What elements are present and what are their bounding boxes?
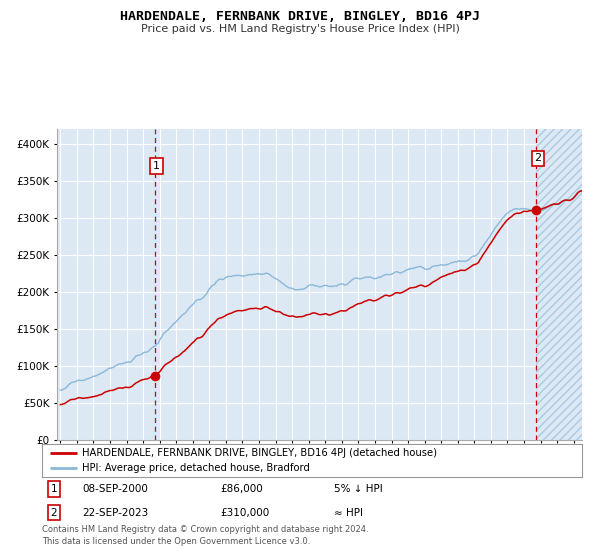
Text: Contains HM Land Registry data © Crown copyright and database right 2024.
This d: Contains HM Land Registry data © Crown c… <box>42 525 368 546</box>
Text: ≈ HPI: ≈ HPI <box>334 507 362 517</box>
Text: HARDENDALE, FERNBANK DRIVE, BINGLEY, BD16 4PJ (detached house): HARDENDALE, FERNBANK DRIVE, BINGLEY, BD1… <box>83 448 437 458</box>
Text: HPI: Average price, detached house, Bradford: HPI: Average price, detached house, Brad… <box>83 463 310 473</box>
Text: 2: 2 <box>50 507 57 517</box>
Text: 1: 1 <box>50 484 57 494</box>
Text: Price paid vs. HM Land Registry's House Price Index (HPI): Price paid vs. HM Land Registry's House … <box>140 24 460 34</box>
Text: HARDENDALE, FERNBANK DRIVE, BINGLEY, BD16 4PJ: HARDENDALE, FERNBANK DRIVE, BINGLEY, BD1… <box>120 10 480 22</box>
Text: £86,000: £86,000 <box>220 484 263 494</box>
Text: 2: 2 <box>535 153 542 164</box>
Text: 5% ↓ HPI: 5% ↓ HPI <box>334 484 382 494</box>
Text: 08-SEP-2000: 08-SEP-2000 <box>83 484 148 494</box>
Bar <box>536 129 582 440</box>
Text: 22-SEP-2023: 22-SEP-2023 <box>83 507 149 517</box>
Text: 1: 1 <box>153 161 160 171</box>
Text: £310,000: £310,000 <box>220 507 269 517</box>
